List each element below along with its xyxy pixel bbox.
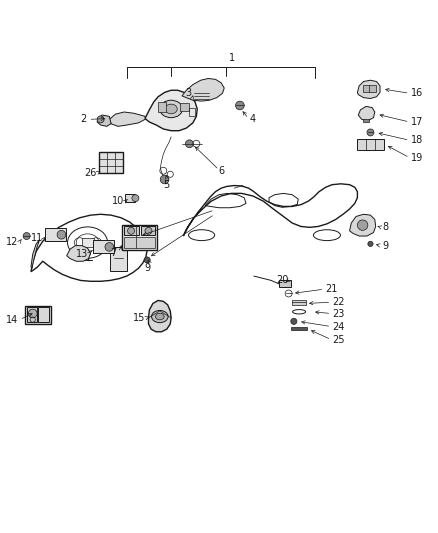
Bar: [110, 247, 127, 271]
Circle shape: [236, 101, 244, 110]
Text: 13: 13: [76, 249, 88, 260]
Text: 22: 22: [332, 297, 345, 307]
Text: 23: 23: [332, 309, 345, 319]
Text: 10: 10: [112, 196, 124, 206]
Text: 2: 2: [80, 115, 86, 124]
Text: 5: 5: [163, 180, 169, 190]
Circle shape: [127, 228, 134, 235]
Text: 9: 9: [382, 240, 389, 251]
Bar: [99, 152, 123, 173]
Text: 20: 20: [276, 274, 289, 285]
Polygon shape: [145, 90, 197, 131]
Bar: [357, 139, 384, 150]
Bar: [45, 228, 66, 241]
Bar: [25, 305, 51, 324]
Ellipse shape: [165, 104, 177, 114]
Text: 18: 18: [410, 135, 423, 146]
Bar: [39, 308, 49, 322]
Bar: [279, 279, 291, 287]
Polygon shape: [67, 246, 91, 261]
Polygon shape: [357, 80, 380, 99]
Circle shape: [57, 230, 66, 239]
Circle shape: [357, 220, 368, 230]
Bar: [363, 85, 376, 92]
Circle shape: [185, 140, 193, 148]
Text: 12: 12: [7, 237, 19, 247]
Polygon shape: [350, 214, 376, 236]
Circle shape: [23, 232, 30, 239]
Bar: [82, 238, 94, 247]
Text: 17: 17: [410, 117, 423, 127]
Text: 4: 4: [250, 115, 256, 124]
Text: 15: 15: [133, 313, 145, 323]
Bar: [125, 194, 135, 202]
Circle shape: [368, 241, 373, 246]
Circle shape: [160, 175, 169, 184]
Circle shape: [105, 243, 114, 251]
Bar: [291, 327, 307, 330]
Bar: [141, 227, 155, 235]
Polygon shape: [110, 112, 145, 126]
Text: 14: 14: [6, 314, 18, 325]
Text: 1: 1: [229, 53, 235, 63]
Bar: [364, 118, 369, 122]
Bar: [292, 300, 306, 305]
Polygon shape: [358, 107, 375, 120]
Bar: [27, 308, 37, 322]
Polygon shape: [31, 239, 40, 269]
Bar: [124, 227, 139, 235]
Text: 7: 7: [110, 248, 117, 259]
Circle shape: [132, 195, 139, 201]
Bar: [124, 237, 155, 248]
Text: 3: 3: [185, 87, 191, 98]
Ellipse shape: [152, 310, 168, 322]
Text: 16: 16: [410, 88, 423, 98]
Bar: [122, 225, 157, 250]
Circle shape: [144, 257, 150, 263]
Text: 21: 21: [325, 284, 338, 294]
Text: 8: 8: [382, 222, 389, 232]
Bar: [93, 240, 114, 254]
Bar: [180, 103, 188, 111]
Bar: [188, 108, 195, 116]
Circle shape: [28, 309, 37, 318]
Circle shape: [97, 116, 104, 123]
Ellipse shape: [160, 100, 183, 118]
Text: 6: 6: [218, 166, 224, 176]
Circle shape: [291, 318, 297, 325]
Text: 19: 19: [410, 152, 423, 163]
Bar: [158, 102, 166, 112]
Polygon shape: [182, 78, 224, 101]
Text: 11: 11: [31, 233, 43, 243]
Circle shape: [367, 129, 374, 136]
Circle shape: [145, 228, 152, 235]
Text: 9: 9: [144, 263, 150, 273]
Text: 25: 25: [332, 335, 345, 345]
Polygon shape: [148, 301, 171, 332]
Ellipse shape: [155, 313, 164, 320]
Text: 26: 26: [84, 168, 96, 178]
Polygon shape: [97, 115, 111, 126]
Text: 24: 24: [332, 321, 345, 332]
